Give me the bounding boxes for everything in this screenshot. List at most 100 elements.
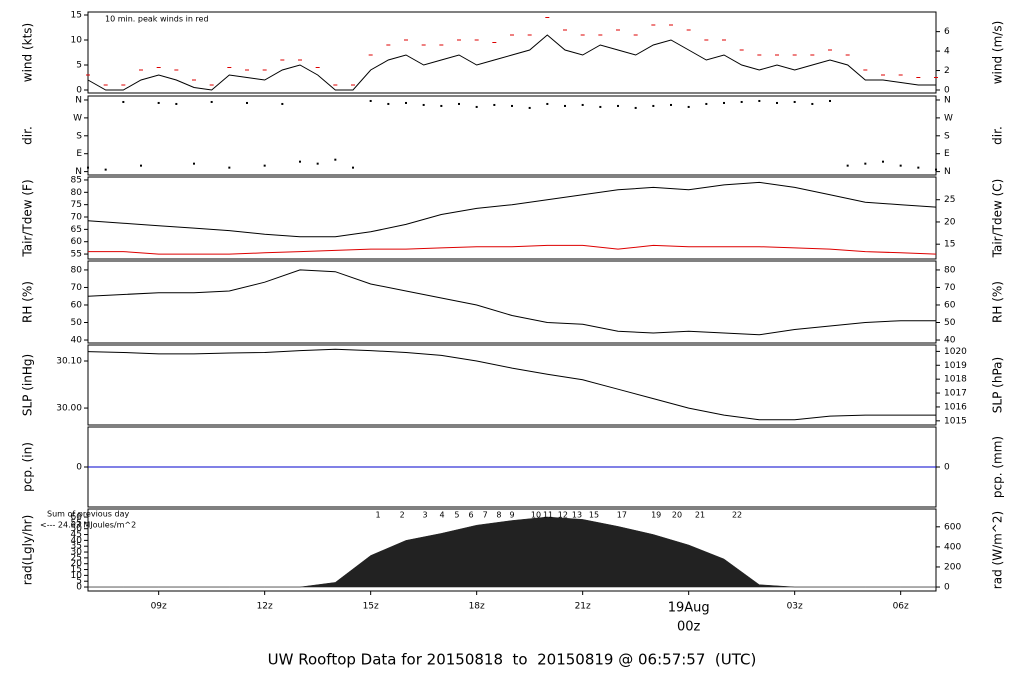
- series-line: [87, 181, 937, 238]
- hour-mark: 5: [454, 511, 459, 520]
- panel-frame: [87, 11, 937, 94]
- y2-tick-label: 70: [944, 283, 956, 293]
- dir-point: [687, 105, 690, 108]
- y2-tick-label: 60: [944, 300, 956, 310]
- dir-point: [352, 166, 354, 169]
- dir-point: [316, 162, 319, 165]
- dir-point: [882, 160, 884, 163]
- y2-tick-label: 2: [944, 66, 950, 76]
- y2-tick-label: S: [944, 131, 950, 141]
- y-tick-label: 30: [71, 548, 83, 558]
- dir-point: [281, 102, 284, 105]
- dir-point: [670, 103, 672, 106]
- y2-tick-label: 80: [944, 265, 956, 275]
- y-axis-label: wind (kts): [21, 23, 35, 82]
- dir-point: [899, 164, 902, 167]
- y2-tick-label: 15: [944, 240, 955, 250]
- y-axis-label: RH (%): [21, 281, 35, 323]
- y-tick-label: 40: [71, 536, 83, 546]
- hour-mark: 12: [558, 511, 568, 520]
- y2-axis-label: SLP (hPa): [991, 357, 1005, 413]
- x-tick-label: 15z: [363, 602, 379, 612]
- panel-frame: [87, 176, 937, 260]
- dir-point: [793, 100, 796, 103]
- dir-point: [210, 100, 213, 103]
- y-tick-label: 20: [71, 559, 83, 569]
- y2-tick-label: 1018: [944, 375, 967, 385]
- note: Sum of previous day: [47, 510, 129, 519]
- y2-tick-label: N: [944, 95, 951, 105]
- y-tick-label: 0: [76, 463, 82, 473]
- y-tick-label: 70: [71, 213, 83, 223]
- dir-point: [157, 101, 160, 104]
- hour-mark: 4: [439, 511, 444, 520]
- series-line: [87, 269, 936, 336]
- dir-point: [475, 105, 478, 108]
- y2-tick-label: 1015: [944, 416, 967, 426]
- dir-point: [493, 103, 496, 106]
- y-tick-label: 15: [71, 565, 82, 575]
- x-tick-label: 18z: [469, 602, 485, 612]
- y-axis-label: Tair/Tdew (F): [21, 179, 35, 257]
- y2-tick-label: 1020: [944, 347, 967, 357]
- dir-point: [917, 166, 920, 169]
- y2-tick-label: 1016: [944, 402, 967, 412]
- hour-mark: 17: [617, 511, 627, 520]
- dir-point: [87, 166, 89, 169]
- y-tick-label: 65: [71, 225, 82, 235]
- y2-tick-label: 600: [944, 522, 961, 532]
- y-tick-label: W: [73, 113, 82, 123]
- hour-mark: 10: [531, 511, 541, 520]
- dir-point: [263, 164, 266, 167]
- y-tick-label: 0: [76, 86, 82, 96]
- date-marker: 19Aug: [668, 601, 710, 616]
- note: <--- 24.63 MJoules/m^2: [40, 521, 136, 530]
- y-tick-label: 80: [71, 265, 83, 275]
- y-tick-label: 10: [71, 36, 83, 46]
- dir-point: [599, 105, 602, 108]
- dir-point: [758, 99, 761, 102]
- y-tick-label: 80: [71, 188, 83, 198]
- hour-mark: 15: [589, 511, 599, 520]
- y-tick-label: 5: [76, 61, 82, 71]
- y2-tick-label: 6: [944, 27, 950, 37]
- dir-point: [369, 99, 372, 102]
- dir-point: [617, 104, 619, 107]
- dir-point: [122, 100, 125, 103]
- dir-point: [652, 104, 655, 107]
- dir-point: [140, 164, 142, 167]
- dir-point: [334, 158, 337, 161]
- dir-point: [705, 102, 708, 105]
- hour-mark: 19: [651, 511, 661, 520]
- y-tick-label: 55: [71, 250, 82, 260]
- y-tick-label: 70: [71, 283, 83, 293]
- y-tick-label: 85: [71, 175, 82, 185]
- y-tick-label: 30.00: [56, 404, 82, 414]
- y-tick-label: 55: [71, 518, 82, 528]
- panel-frame: [87, 260, 937, 344]
- y-tick-label: 50: [71, 524, 83, 534]
- panel-frame: [87, 508, 937, 592]
- dir-point: [811, 102, 814, 105]
- dir-point: [193, 162, 195, 165]
- y2-tick-label: 20: [944, 217, 956, 227]
- y-tick-label: 60: [71, 237, 83, 247]
- y-tick-label: 40: [71, 336, 83, 346]
- y-tick-label: 30.10: [56, 357, 82, 367]
- y-axis-label: SLP (inHg): [21, 354, 35, 416]
- y2-tick-label: 1019: [944, 361, 967, 371]
- dir-point: [829, 99, 831, 102]
- y2-axis-label: pcp. (mm): [991, 436, 1005, 498]
- y2-tick-label: 0: [944, 583, 950, 593]
- y2-tick-label: N: [944, 167, 951, 177]
- dir-point: [405, 101, 407, 104]
- y-tick-label: 60: [71, 513, 83, 523]
- y2-tick-label: 25: [944, 195, 955, 205]
- hour-mark: 13: [572, 511, 582, 520]
- y-axis-label: dir.: [21, 126, 35, 145]
- dir-point: [581, 103, 584, 106]
- dir-point: [740, 100, 743, 103]
- y-tick-label: 15: [71, 11, 82, 21]
- hour-mark: 1: [376, 511, 381, 520]
